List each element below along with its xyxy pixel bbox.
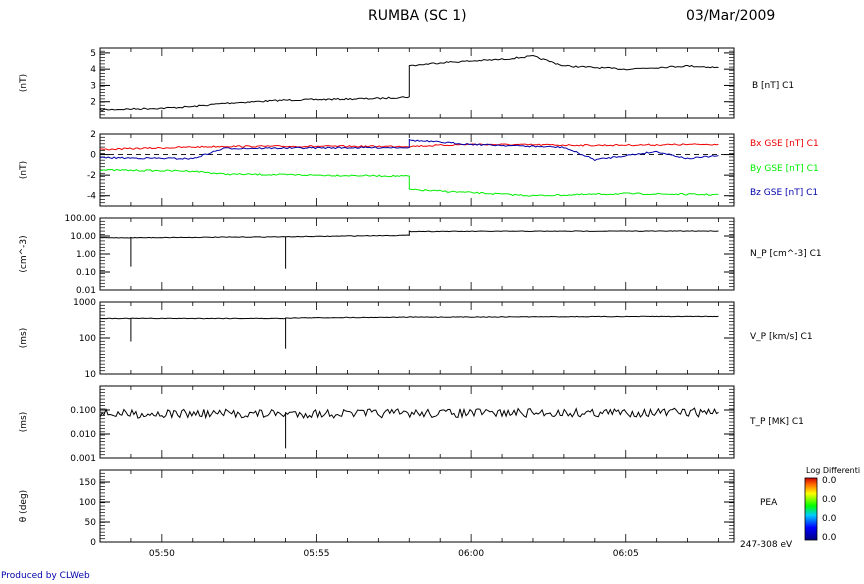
y-tick-label: 100.00	[65, 214, 97, 224]
y-tick-label: 0	[90, 538, 96, 548]
y-tick-label: 0.001	[70, 454, 96, 464]
series-line	[99, 315, 719, 349]
x-tick-label: 06:05	[613, 549, 639, 559]
y-tick-label: 100	[79, 498, 96, 508]
y-axis-label: (ms)	[19, 328, 29, 348]
y-tick-label: 10.00	[70, 232, 96, 242]
colorbar-label: 0.0	[822, 476, 837, 486]
colorbar-title: Log Differenti	[806, 466, 860, 475]
date-label: 03/Mar/2009	[686, 8, 776, 24]
y-tick-label: 150	[79, 478, 96, 488]
y-tick-label: 3	[90, 81, 96, 91]
series-line	[99, 168, 719, 197]
series-legend-label: V_P [km/s] C1	[750, 332, 813, 342]
series-line	[99, 230, 719, 269]
panel-frame	[99, 217, 735, 291]
series-line	[99, 407, 719, 449]
series-legend-label: Bx GSE [nT] C1	[750, 139, 819, 149]
y-tick-label: 2	[90, 130, 96, 140]
y-tick-label: 0.01	[76, 286, 96, 296]
y-axis-label: (cm^-3)	[19, 235, 29, 272]
series-legend-label: Bz GSE [nT] C1	[750, 188, 818, 198]
y-tick-label: 100	[79, 334, 96, 344]
series-legend-label: PEA	[760, 498, 778, 508]
y-tick-label: 4	[90, 65, 96, 75]
credit-text: Produced by CLWeb	[1, 571, 90, 581]
y-axis-label: (nT)	[19, 74, 29, 92]
y-tick-label: 10	[85, 370, 97, 380]
y-axis-label: θ (deg)	[19, 490, 29, 522]
y-tick-label: -4	[87, 192, 96, 202]
series-line	[99, 138, 719, 162]
series-legend-label: By GSE [nT] C1	[750, 164, 819, 174]
panel-frame	[99, 47, 735, 119]
x-tick-label: 05:55	[304, 549, 330, 559]
panel-6: 150 100 50 0 θ (deg) PEA	[19, 469, 778, 548]
y-axis-label: (ms)	[19, 412, 29, 432]
colorbar-label: 0.0	[822, 495, 837, 505]
x-tick-label: 05:50	[149, 549, 175, 559]
y-tick-label: 2	[90, 98, 96, 108]
y-tick-label: 5	[90, 49, 96, 59]
panel-frame	[99, 301, 735, 375]
colorbar	[804, 477, 818, 541]
y-tick-label: 0	[90, 151, 96, 161]
x-tick-label: 06:00	[458, 549, 484, 559]
panel-frame	[99, 469, 735, 543]
energy-label: 247-308 eV	[740, 540, 793, 550]
y-tick-label: 0.100	[70, 406, 96, 416]
y-tick-label: 0.010	[70, 430, 96, 440]
panel-3: 100.00 10.00 1.00 0.10 0.01 (cm^-3) N_P [cm^-3…	[19, 214, 822, 296]
panel-frame	[99, 385, 735, 459]
y-tick-label: -2	[87, 171, 96, 181]
chart-title: RUMBA (SC 1)	[368, 8, 467, 24]
y-axis-label: (nT)	[19, 161, 29, 179]
y-tick-label: 0.10	[76, 268, 96, 278]
series-legend-label: T_P [MK] C1	[749, 417, 804, 427]
series-legend-label: B [nT] C1	[752, 81, 794, 91]
panel-4: 1000 100 10 (ms) V_P [km/s] C1	[19, 298, 813, 380]
series-legend-label: N_P [cm^-3] C1	[750, 249, 822, 259]
colorbar-label: 0.0	[822, 514, 837, 524]
colorbar-label: 0.0	[822, 533, 837, 543]
panel-5: 0.100 0.010 0.001 (ms) T_P [MK] C1	[19, 385, 804, 464]
series-line	[99, 54, 719, 112]
y-tick-label: 50	[85, 518, 97, 528]
panel-1: 5 4 3 2 (nT) B [nT] C1	[19, 47, 794, 119]
y-tick-label: 1.00	[76, 250, 96, 260]
y-tick-label: 1000	[73, 298, 96, 308]
panel-2: 2 0 -2 -4 (nT) Bx GSE [nT] C1 By GSE [nT] C1 Bz…	[19, 130, 819, 207]
